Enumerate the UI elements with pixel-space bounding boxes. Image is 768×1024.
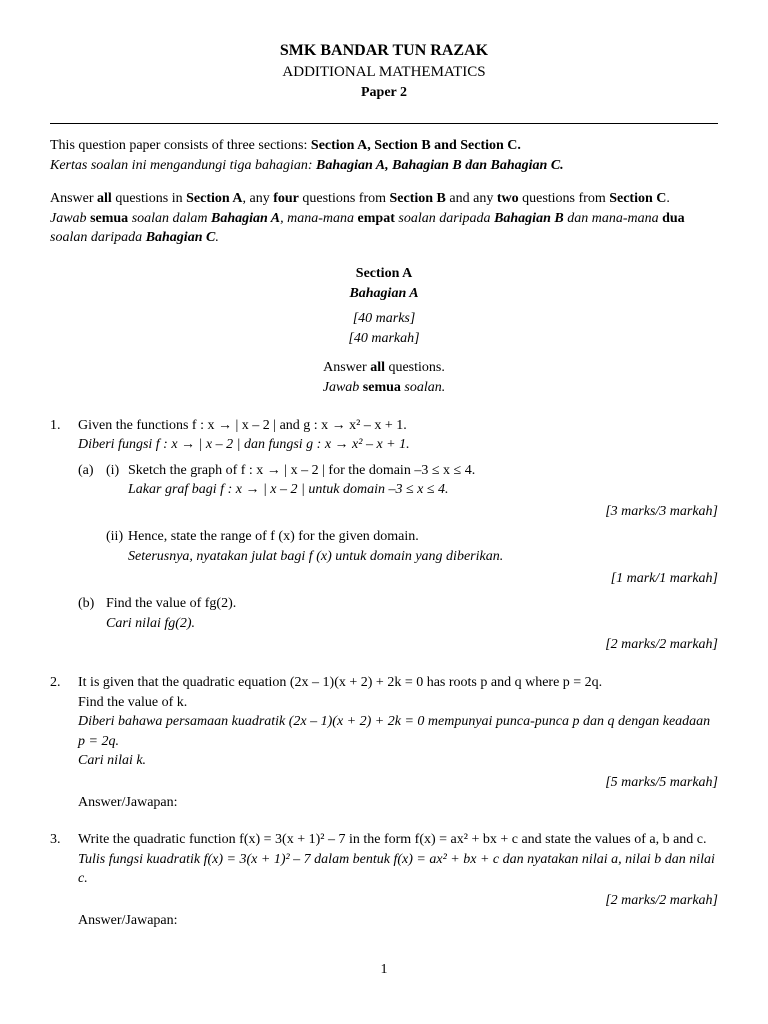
q1-a-ii-label: (ii) bbox=[106, 527, 123, 547]
intro-block: This question paper consists of three se… bbox=[50, 136, 718, 175]
q1-a-i-ms: Lakar graf bagi f : x → | x – 2 | untuk … bbox=[128, 480, 718, 500]
q1-a-i-en: Sketch the graph of f : x → | x – 2 | fo… bbox=[128, 461, 718, 481]
intro-en: This question paper consists of three se… bbox=[50, 136, 718, 156]
paper-label: Paper 2 bbox=[50, 83, 718, 103]
q1-a-ii-ms: Seterusnya, nyatakan julat bagi f (x) un… bbox=[128, 547, 718, 567]
q3-ms: Tulis fungsi kuadratik f(x) = 3(x + 1)² … bbox=[78, 850, 718, 889]
marks-en: [40 marks] bbox=[50, 309, 718, 329]
question-2: 2. It is given that the quadratic equati… bbox=[50, 673, 718, 812]
document-header: SMK BANDAR TUN RAZAK ADDITIONAL MATHEMAT… bbox=[50, 40, 718, 103]
ans-en: Answer all questions. bbox=[50, 358, 718, 378]
school-name: SMK BANDAR TUN RAZAK bbox=[50, 40, 718, 62]
question-3: 3. Write the quadratic function f(x) = 3… bbox=[50, 830, 718, 930]
q1-a-i-marks: [3 marks/3 markah] bbox=[78, 502, 718, 522]
q2-en2: Find the value of k. bbox=[78, 693, 718, 713]
section-title-en: Section A bbox=[50, 264, 718, 284]
answer-all: Answer all questions. Jawab semua soalan… bbox=[50, 358, 718, 397]
page-number: 1 bbox=[50, 960, 718, 980]
section-heading: Section A Bahagian A bbox=[50, 264, 718, 303]
q3-number: 3. bbox=[50, 830, 61, 850]
q1-b: (b) Find the value of fg(2). Cari nilai … bbox=[78, 594, 718, 633]
q2-answer-label: Answer/Jawapan: bbox=[78, 793, 718, 813]
q1-b-ms: Cari nilai fg(2). bbox=[106, 614, 718, 634]
divider bbox=[50, 123, 718, 124]
q2-ms2: Cari nilai k. bbox=[78, 751, 718, 771]
q1-number: 1. bbox=[50, 416, 61, 436]
instr-en: Answer all questions in Section A, any f… bbox=[50, 189, 718, 209]
instr-ms: Jawab semua soalan dalam Bahagian A, man… bbox=[50, 209, 718, 248]
intro-ms: Kertas soalan ini mengandungi tiga bahag… bbox=[50, 156, 718, 176]
q3-answer-label: Answer/Jawapan: bbox=[78, 911, 718, 931]
q1-a-ii-wrap: (ii) Hence, state the range of f (x) for… bbox=[78, 527, 718, 566]
marks-ms: [40 markah] bbox=[50, 329, 718, 349]
q1-b-label: (b) bbox=[78, 594, 94, 614]
q1-b-en: Find the value of fg(2). bbox=[106, 594, 718, 614]
subject-name: ADDITIONAL MATHEMATICS bbox=[50, 62, 718, 83]
section-marks: [40 marks] [40 markah] bbox=[50, 309, 718, 348]
q1-b-marks: [2 marks/2 markah] bbox=[78, 635, 718, 655]
q1-a-ii-en: Hence, state the range of f (x) for the … bbox=[128, 527, 718, 547]
answer-instructions: Answer all questions in Section A, any f… bbox=[50, 189, 718, 248]
q3-marks: [2 marks/2 markah] bbox=[78, 891, 718, 911]
ans-ms: Jawab semua soalan. bbox=[50, 378, 718, 398]
q1-a-i: (i) Sketch the graph of f : x → | x – 2 … bbox=[106, 461, 718, 500]
q2-marks: [5 marks/5 markah] bbox=[78, 773, 718, 793]
q2-en1: It is given that the quadratic equation … bbox=[78, 673, 718, 693]
q1-ms: Diberi fungsi f : x → | x – 2 | dan fung… bbox=[78, 435, 718, 455]
q1-a: (a) (i) Sketch the graph of f : x → | x … bbox=[78, 461, 718, 500]
q2-ms1: Diberi bahawa persamaan kuadratik (2x – … bbox=[78, 712, 718, 751]
q1-a-label: (a) bbox=[78, 461, 94, 481]
section-title-ms: Bahagian A bbox=[50, 284, 718, 304]
question-1: 1. Given the functions f : x → | x – 2 |… bbox=[50, 416, 718, 656]
q1-en: Given the functions f : x → | x – 2 | an… bbox=[78, 416, 718, 436]
q1-a-ii: (ii) Hence, state the range of f (x) for… bbox=[106, 527, 718, 566]
q1-a-ii-marks: [1 mark/1 markah] bbox=[78, 569, 718, 589]
q1-a-i-label: (i) bbox=[106, 461, 119, 481]
q2-number: 2. bbox=[50, 673, 61, 693]
q3-en: Write the quadratic function f(x) = 3(x … bbox=[78, 830, 718, 850]
